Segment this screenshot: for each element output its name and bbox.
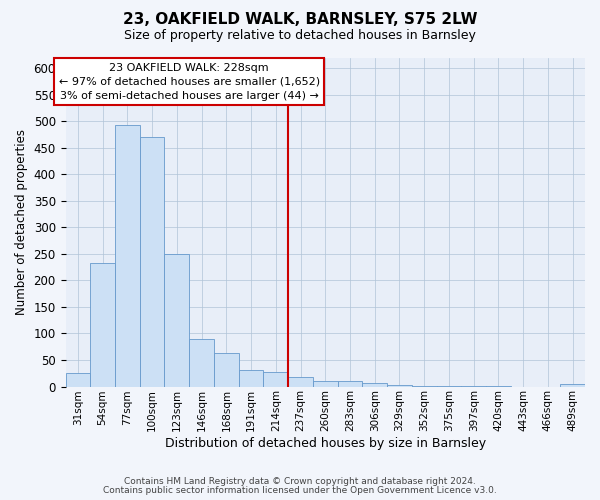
Bar	[263, 372, 288, 386]
Bar	[338, 381, 362, 386]
Bar	[288, 377, 313, 386]
Text: Size of property relative to detached houses in Barnsley: Size of property relative to detached ho…	[124, 29, 476, 42]
X-axis label: Distribution of detached houses by size in Barnsley: Distribution of detached houses by size …	[165, 437, 486, 450]
Bar	[140, 137, 164, 386]
Bar	[164, 254, 189, 386]
Bar	[362, 383, 387, 386]
Bar	[65, 374, 90, 386]
Bar	[214, 353, 239, 386]
Bar	[90, 263, 115, 386]
Bar	[115, 126, 140, 386]
Bar	[313, 381, 338, 386]
Text: 23, OAKFIELD WALK, BARNSLEY, S75 2LW: 23, OAKFIELD WALK, BARNSLEY, S75 2LW	[123, 12, 477, 28]
Text: Contains public sector information licensed under the Open Government Licence v3: Contains public sector information licen…	[103, 486, 497, 495]
Text: 23 OAKFIELD WALK: 228sqm
← 97% of detached houses are smaller (1,652)
3% of semi: 23 OAKFIELD WALK: 228sqm ← 97% of detach…	[59, 63, 320, 101]
Bar	[239, 370, 263, 386]
Bar	[189, 339, 214, 386]
Text: Contains HM Land Registry data © Crown copyright and database right 2024.: Contains HM Land Registry data © Crown c…	[124, 477, 476, 486]
Y-axis label: Number of detached properties: Number of detached properties	[15, 129, 28, 315]
Bar	[560, 384, 585, 386]
